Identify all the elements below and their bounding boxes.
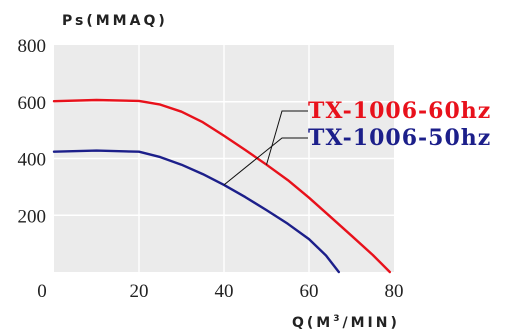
legend-label-1: TX-1006-50hz <box>308 125 491 151</box>
y-tick-label-0: 200 <box>18 206 47 227</box>
y-axis-label: Ps(MMAQ) <box>62 13 168 29</box>
x-tick-label-4: 80 <box>385 281 404 302</box>
legend-leader-line-1 <box>223 137 308 186</box>
y-tick-label-1: 400 <box>18 150 47 171</box>
series-line-0 <box>52 98 391 274</box>
x-tick-label-1: 20 <box>130 281 149 302</box>
series-line-1 <box>52 149 340 274</box>
x-axis-label-main: Q(M <box>292 315 333 331</box>
x-tick-labels: 0 20 40 60 80 <box>37 281 403 302</box>
series-lines <box>52 98 391 274</box>
x-axis-label-superscript: 3 <box>333 314 342 324</box>
y-tick-label-3: 800 <box>18 36 47 57</box>
x-tick-label-0: 0 <box>37 281 47 302</box>
x-axis-label: Q(M3/MIN) <box>292 314 400 331</box>
x-tick-label-2: 40 <box>215 281 234 302</box>
legend-label-0: TX-1006-60hz <box>308 98 491 124</box>
x-tick-label-3: 60 <box>300 281 319 302</box>
y-tick-labels: 200 400 600 800 <box>18 36 47 227</box>
grid <box>54 45 394 272</box>
y-tick-label-2: 600 <box>18 93 47 114</box>
x-axis-label-tail: /MIN) <box>343 315 400 331</box>
